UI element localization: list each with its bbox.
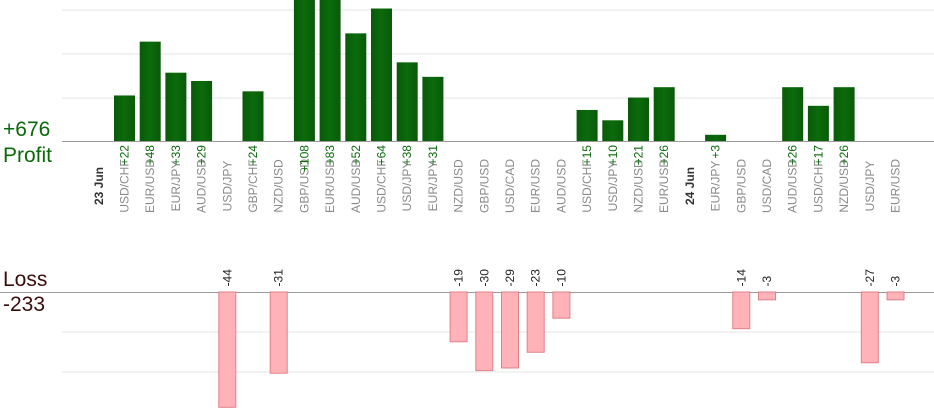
pair-label-0-15: USD/CAD (503, 159, 517, 213)
profit-value-0-20: +21 (632, 145, 646, 166)
date-label-1: 24 Jun (683, 167, 697, 205)
profit-value-0-0: +22 (118, 145, 132, 166)
profit-bar-0-5 (242, 91, 264, 141)
loss-bar-0-14 (475, 291, 494, 372)
loss-value-0-4: -44 (220, 269, 234, 287)
loss-value-0-6: -31 (272, 269, 286, 287)
pair-label-1-7: EUR/USD (889, 159, 903, 213)
profit-value-0-19: +10 (606, 145, 620, 166)
profit-value-1-3: +26 (786, 145, 800, 166)
pair-label-0-10: USD/CHF (375, 159, 389, 212)
pair-label-0-7: GBP/USD (297, 159, 311, 213)
profit-bar-0-10 (371, 8, 392, 141)
pair-label-0-0: USD/CHF (118, 159, 132, 212)
pair-label-1-2: USD/CAD (760, 159, 774, 213)
profit-value-1-0: +3 (709, 145, 723, 159)
loss-value-0-15: -29 (503, 269, 517, 287)
profit-value-0-9: +52 (349, 145, 363, 166)
pair-label-1-3: AUD/USD (786, 159, 800, 213)
profit-value-1-5: +26 (837, 145, 851, 166)
profit-value-0-7: +108 (297, 145, 311, 172)
pair-label-1-5: NZD/USD (837, 159, 851, 213)
pair-label-1-4: USD/CHF (811, 159, 825, 212)
pair-label-0-1: EUR/USD (143, 159, 157, 213)
profit-bar-0-19 (602, 120, 624, 141)
loss-value-1-7: -3 (889, 276, 903, 287)
loss-total: -233 (3, 293, 46, 316)
profit-bar-0-2 (165, 72, 187, 141)
loss-value-1-6: -27 (863, 269, 877, 287)
profit-bar-1-5 (833, 87, 855, 141)
profit-bar-0-8 (319, 0, 341, 141)
loss-value-0-14: -30 (477, 269, 491, 287)
pair-label-0-6: NZD/USD (272, 159, 286, 213)
profit-bar-0-0 (114, 95, 135, 141)
pair-label-0-11: USD/JPY (400, 161, 414, 212)
profit-bar-0-7 (293, 0, 315, 141)
profit-value-0-12: +31 (426, 145, 440, 166)
pair-label-0-9: AUD/USD (349, 159, 363, 213)
pair-label-0-20: NZD/USD (632, 159, 646, 213)
pair-label-0-13: NZD/USD (452, 159, 466, 213)
pair-label-0-16: EUR/USD (529, 159, 543, 213)
loss-value-0-13: -19 (452, 269, 466, 287)
pair-label-0-12: EUR/JPY (426, 161, 440, 212)
loss-value-0-17: -10 (554, 269, 568, 287)
profit-bar-0-18 (576, 109, 598, 141)
profit-bar-0-21 (653, 87, 675, 141)
bars-layer (114, 0, 905, 408)
loss-bar-1-1 (732, 291, 751, 330)
loss-value-1-2: -3 (760, 276, 774, 287)
profit-value-0-5: +24 (246, 145, 260, 166)
pair-label-0-19: USD/JPY (606, 161, 620, 212)
loss-bar-0-13 (449, 291, 468, 343)
labels-layer: 23 Jun USD/CHF+22EUR/USD+48EUR/JPY+33AUD/… (92, 145, 903, 287)
profit-value-0-8: +83 (323, 145, 337, 166)
profit-bar-0-12 (422, 76, 444, 141)
loss-bar-0-16 (526, 291, 545, 353)
pair-label-0-4: USD/JPY (220, 161, 234, 212)
profit-bar-0-9 (345, 33, 367, 141)
profit-value-0-11: +38 (400, 145, 414, 166)
profit-value-0-18: +15 (580, 145, 594, 166)
loss-bar-1-6 (860, 291, 879, 364)
pair-label-0-2: EUR/JPY (169, 161, 183, 212)
pair-label-0-18: USD/CHF (580, 159, 594, 212)
pair-label-0-14: GBP/USD (477, 159, 491, 213)
profit-bar-1-3 (782, 87, 804, 141)
profit-bar-0-20 (628, 97, 649, 141)
profit-bar-0-1 (139, 41, 161, 141)
pair-label-1-6: USD/JPY (863, 161, 877, 212)
loss-value-0-16: -23 (529, 269, 543, 287)
loss-label: Loss (3, 268, 48, 291)
pair-label-0-5: GBP/CHF (246, 159, 260, 212)
profit-bar-0-3 (191, 80, 213, 141)
loss-bar-0-6 (269, 291, 288, 374)
profit-value-0-3: +29 (195, 145, 209, 166)
date-label-0: 23 Jun (92, 167, 106, 205)
profit-value-1-4: +17 (811, 145, 825, 166)
loss-value-1-1: -14 (734, 269, 748, 287)
pair-label-0-17: AUD/USD (554, 159, 568, 213)
profit-label: Profit (3, 144, 53, 167)
loss-bar-0-15 (501, 291, 519, 369)
profit-bar-0-11 (396, 62, 418, 142)
pair-label-0-21: EUR/USD (657, 159, 671, 213)
profit-value-0-10: +64 (375, 145, 389, 166)
loss-bar-1-7 (886, 291, 905, 301)
profit-value-0-21: +26 (657, 145, 671, 166)
loss-bar-0-4 (218, 291, 237, 408)
pair-label-1-1: GBP/USD (734, 159, 748, 213)
profit-bar-1-0 (705, 134, 727, 141)
pair-label-1-0: EUR/JPY (709, 161, 723, 212)
loss-bar-1-2 (758, 291, 776, 301)
profit-total: +676 (3, 118, 51, 141)
profit-bar-1-4 (807, 105, 829, 141)
profit-value-0-2: +33 (169, 145, 183, 166)
pair-label-0-8: EUR/USD (323, 159, 337, 213)
pair-label-0-3: AUD/USD (195, 159, 209, 213)
loss-bar-0-17 (552, 291, 571, 319)
profit-value-0-1: +48 (143, 145, 157, 166)
